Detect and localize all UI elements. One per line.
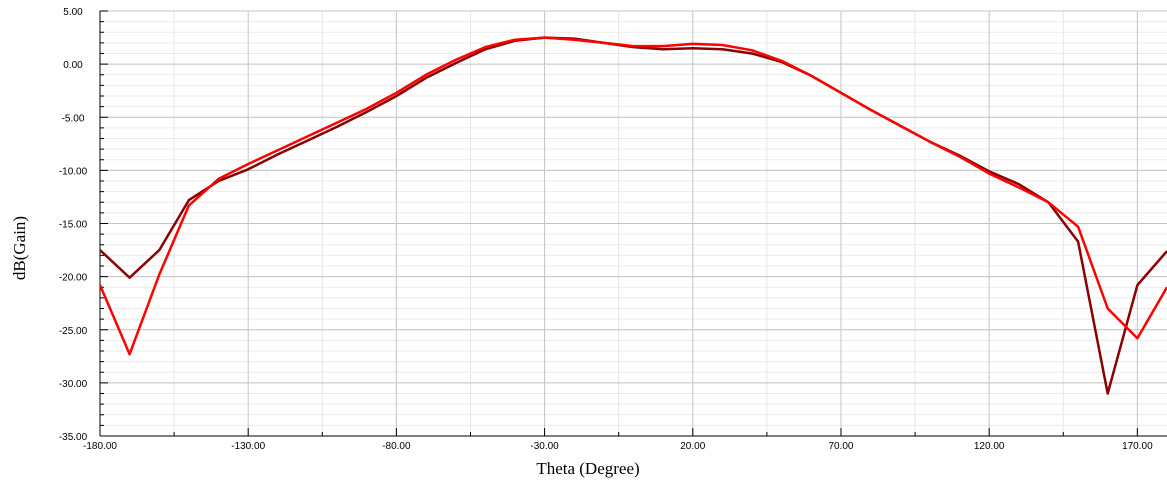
y-tick-label: -15.00 <box>59 220 88 231</box>
y-tick-label: -25.00 <box>59 326 88 337</box>
y-tick-label: -35.00 <box>59 432 88 443</box>
y-tick-labels: 5.00 0.00 -5.00 -10.00 -15.00 -20.00 -25.00 -30… <box>59 7 88 443</box>
x-tick-label: -180.00 <box>83 441 117 452</box>
x-tick-label: 70.00 <box>828 441 853 452</box>
x-tick-label: 20.00 <box>680 441 705 452</box>
y-axis-title: dB(Gain) <box>10 216 29 280</box>
tick-marks <box>99 10 1138 437</box>
y-tick-label: 5.00 <box>63 7 83 18</box>
y-tick-label: -5.00 <box>62 113 85 124</box>
x-tick-label: 170.00 <box>1122 441 1153 452</box>
x-tick-label: 120.00 <box>974 441 1005 452</box>
x-tick-label: -80.00 <box>382 441 411 452</box>
y-tick-label: -10.00 <box>59 166 88 177</box>
x-tick-label: -130.00 <box>231 441 265 452</box>
x-tick-label: -30.00 <box>530 441 559 452</box>
x-tick-labels: -180.00 -130.00 -80.00 -30.00 20.00 70.00 120.… <box>83 441 1153 452</box>
y-tick-label: 0.00 <box>63 60 83 71</box>
series-line-2 <box>100 36 1167 356</box>
series-layer <box>100 36 1167 395</box>
x-axis-title: Theta (Degree) <box>536 459 639 478</box>
y-tick-label: -30.00 <box>59 379 88 390</box>
y-tick-label: -20.00 <box>59 273 88 284</box>
